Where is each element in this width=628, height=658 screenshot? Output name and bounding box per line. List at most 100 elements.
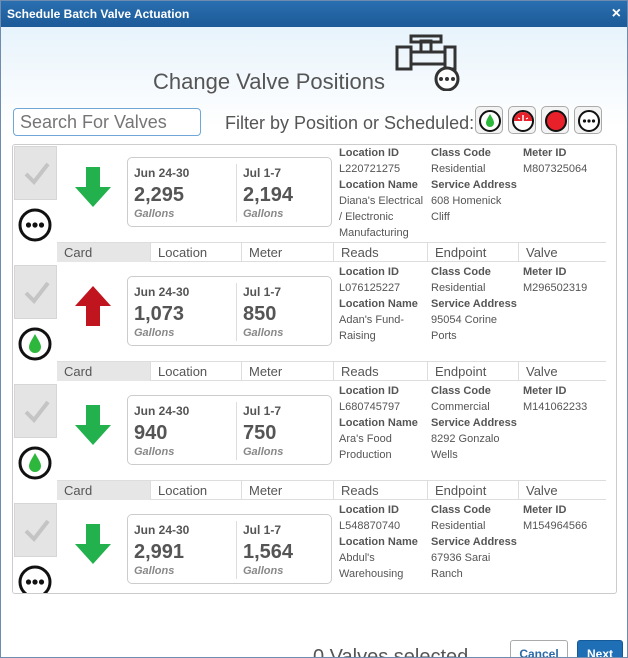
meter-info: Meter ID M296502319 (523, 264, 607, 296)
selection-count: 0 Valves selected. (313, 646, 474, 658)
filter-partial-button[interactable] (508, 106, 536, 134)
tab-meter[interactable]: Meter (241, 362, 333, 381)
location-info: Location ID L220721275 Location Name Dia… (339, 145, 425, 241)
select-checkbox[interactable] (14, 265, 57, 319)
service-address-value: 95054 Corine Ports (431, 314, 498, 342)
usage-down-arrow-icon (75, 167, 111, 207)
meter-info: Meter ID M154964566 (523, 502, 607, 534)
meter-id-value: M141062233 (523, 401, 588, 413)
valve-card-list[interactable]: Jun 24-30 2,295 Gallons Jul 1-7 2,194 Ga… (12, 144, 617, 594)
usage-unit: Gallons (243, 327, 284, 339)
usage-unit: Gallons (243, 565, 284, 577)
valve-card: Jun 24-30 2,295 Gallons Jul 1-7 2,194 Ga… (13, 145, 603, 242)
usage-value: 850 (243, 303, 277, 325)
meter-id-value: M296502319 (523, 282, 588, 294)
usage-value: 940 (134, 422, 168, 444)
scheduled-icon[interactable] (18, 208, 52, 242)
tab-meter[interactable]: Meter (241, 481, 333, 500)
location-name-label: Location Name (339, 417, 418, 429)
usage-unit: Gallons (134, 565, 175, 577)
usage-unit: Gallons (134, 208, 175, 220)
period-label: Jul 1-7 (243, 523, 282, 537)
location-id-label: Location ID (339, 266, 399, 278)
check-icon (24, 162, 50, 186)
usage-value: 2,194 (243, 184, 294, 206)
filter-label: Filter by Position or Scheduled: (225, 113, 475, 133)
select-checkbox[interactable] (14, 146, 57, 200)
select-checkbox[interactable] (14, 384, 57, 438)
filter-closed-button[interactable] (541, 106, 569, 134)
tab-reads[interactable]: Reads (333, 481, 427, 500)
valve-card: Jun 24-30 940 Gallons Jul 1-7 750 Gallon… (13, 383, 603, 480)
tab-endpoint[interactable]: Endpoint (427, 481, 518, 500)
card-tab-bar: Card Location Meter Reads Endpoint Valve (57, 361, 606, 381)
service-info: Class Code Residential Service Address 6… (431, 502, 523, 582)
open-valve-icon[interactable] (18, 446, 52, 480)
tab-endpoint[interactable]: Endpoint (427, 362, 518, 381)
filter-scheduled-button[interactable] (574, 106, 602, 134)
location-info: Location ID L076125227 Location Name Ada… (339, 264, 425, 344)
tab-meter[interactable]: Meter (241, 243, 333, 262)
meter-id-label: Meter ID (523, 504, 567, 516)
tab-endpoint[interactable]: Endpoint (427, 243, 518, 262)
tab-valve[interactable]: Valve (518, 481, 606, 500)
select-checkbox[interactable] (14, 503, 57, 557)
meter-id-value: M807325064 (523, 163, 588, 175)
meter-id-label: Meter ID (523, 147, 567, 159)
class-code-label: Class Code (431, 147, 491, 159)
service-address-label: Service Address (431, 536, 517, 548)
scheduled-filter-icon (578, 110, 600, 132)
usage-value: 1,073 (134, 303, 185, 325)
tab-reads[interactable]: Reads (333, 362, 427, 381)
location-name-value: Abdul's Warehousing (339, 552, 404, 580)
meter-id-label: Meter ID (523, 266, 567, 278)
meter-id-label: Meter ID (523, 385, 567, 397)
usage-unit: Gallons (243, 446, 284, 458)
open-valve-filter-icon (479, 110, 501, 132)
tab-card[interactable]: Card (57, 481, 150, 500)
tab-valve[interactable]: Valve (518, 362, 606, 381)
service-address-label: Service Address (431, 298, 517, 310)
class-code-value: Residential (431, 163, 486, 175)
tab-location[interactable]: Location (150, 362, 241, 381)
class-code-value: Commercial (431, 401, 490, 413)
close-icon[interactable]: × (611, 5, 621, 22)
usage-unit: Gallons (243, 208, 284, 220)
tab-card[interactable]: Card (57, 243, 150, 262)
tab-card[interactable]: Card (57, 362, 150, 381)
service-address-label: Service Address (431, 179, 517, 191)
next-button[interactable]: Next (577, 640, 623, 657)
location-id-value: L548870740 (339, 520, 401, 532)
service-info: Class Code Commercial Service Address 82… (431, 383, 523, 463)
search-input[interactable] (13, 108, 201, 136)
tab-reads[interactable]: Reads (333, 243, 427, 262)
tab-location[interactable]: Location (150, 481, 241, 500)
location-id-value: L680745797 (339, 401, 401, 413)
location-name-label: Location Name (339, 179, 418, 191)
service-address-value: 67936 Sarai Ranch (431, 552, 491, 580)
card-tab-bar: Card Location Meter Reads Endpoint Valve (57, 242, 606, 262)
class-code-value: Residential (431, 282, 486, 294)
filter-open-button[interactable] (475, 106, 503, 134)
cancel-button[interactable]: Cancel (510, 640, 568, 657)
meter-info: Meter ID M807325064 (523, 145, 607, 177)
open-valve-icon[interactable] (18, 327, 52, 361)
meter-id-value: M154964566 (523, 520, 588, 532)
location-id-value: L076125227 (339, 282, 401, 294)
valve-card: Jun 24-30 2,991 Gallons Jul 1-7 1,564 Ga… (13, 502, 603, 594)
location-info: Location ID L548870740 Location Name Abd… (339, 502, 425, 582)
scheduled-icon[interactable] (18, 565, 52, 594)
period-label: Jun 24-30 (134, 285, 190, 299)
class-code-label: Class Code (431, 385, 491, 397)
usage-unit: Gallons (134, 446, 175, 458)
service-address-value: 608 Homenick Cliff (431, 195, 502, 223)
class-code-label: Class Code (431, 266, 491, 278)
check-icon (24, 400, 50, 424)
location-name-value: Ara's Food Production (339, 433, 392, 461)
tab-valve[interactable]: Valve (518, 243, 606, 262)
tab-location[interactable]: Location (150, 243, 241, 262)
location-id-label: Location ID (339, 147, 399, 159)
service-info: Class Code Residential Service Address 9… (431, 264, 523, 344)
location-id-label: Location ID (339, 504, 399, 516)
